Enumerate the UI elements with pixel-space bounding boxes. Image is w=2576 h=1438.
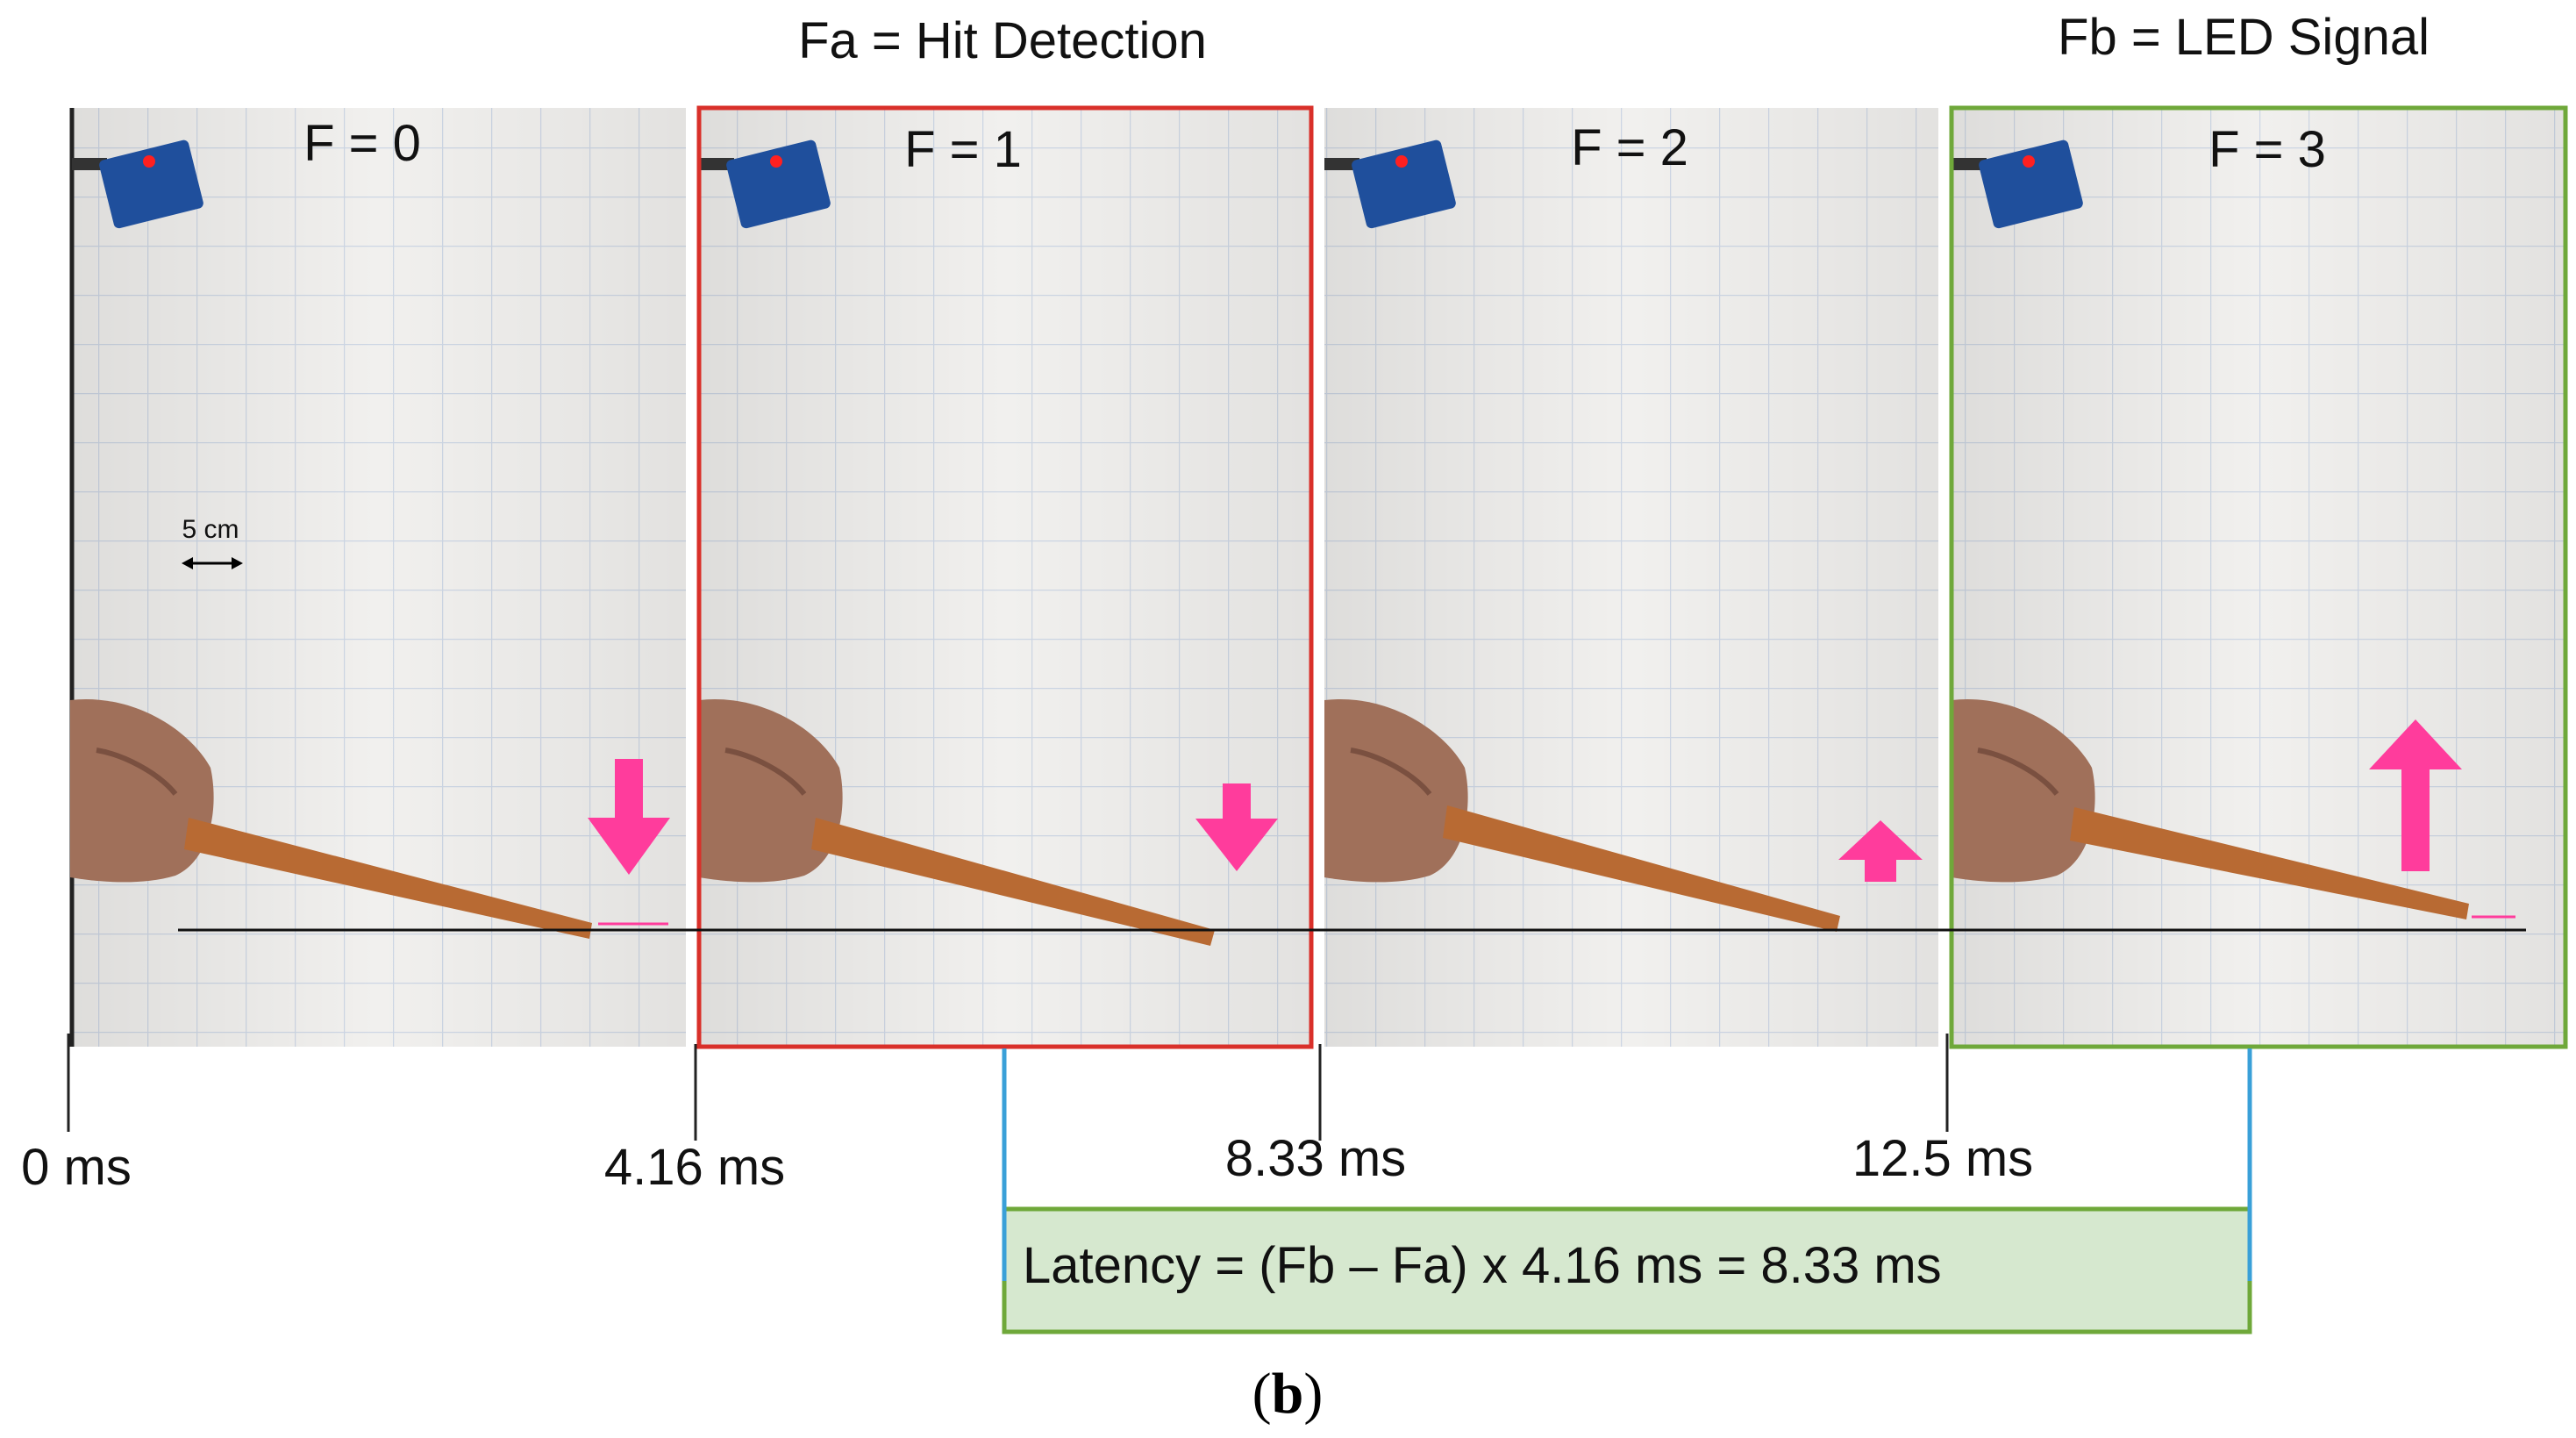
timeline-label: 0 ms — [21, 1139, 132, 1196]
arrow-down-icon — [588, 759, 670, 875]
timeline: 0 ms 4.16 ms 8.33 ms 12.5 ms — [21, 1034, 2033, 1196]
latency-box — [1002, 1206, 2252, 1334]
fb-led-signal-label: Fb = LED Signal — [2058, 9, 2430, 66]
drumstick-image — [1443, 805, 1840, 932]
frame-label-3: F = 3 — [2209, 121, 2326, 178]
arduino-board-icon — [1952, 140, 2083, 229]
caption-close: ) — [1303, 1362, 1323, 1426]
hand-image — [70, 698, 214, 883]
scale-label: 5 cm — [182, 515, 239, 544]
timeline-label: 12.5 ms — [1852, 1130, 2033, 1187]
timeline-label: 8.33 ms — [1225, 1130, 1406, 1187]
caption-letter: b — [1272, 1362, 1304, 1426]
frame-2 — [1324, 108, 1938, 1047]
hit-detection-highlight — [696, 105, 1314, 1049]
scale-indicator: 5 cm — [182, 515, 243, 569]
drumstick-image — [184, 818, 592, 939]
caption-open: ( — [1252, 1362, 1272, 1426]
frame-0: 5 cm — [69, 108, 686, 1047]
latency-annotation: Latency = (Fb – Fa) x 4.16 ms = 8.33 ms — [1002, 1048, 2252, 1334]
hand-image — [1324, 698, 1468, 883]
latency-formula: Latency = (Fb – Fa) x 4.16 ms = 8.33 ms — [1023, 1237, 1942, 1294]
timeline-label: 4.16 ms — [604, 1139, 785, 1196]
arduino-board-icon — [699, 140, 831, 229]
led-signal-highlight — [1949, 105, 2568, 1049]
figure-caption: (b) — [1252, 1362, 1324, 1426]
drumstick-image — [2070, 807, 2469, 919]
arduino-board-icon — [1324, 140, 1456, 229]
arrow-up-icon — [1838, 820, 1923, 882]
drumstick-image — [811, 818, 1215, 946]
fa-hit-detection-label: Fa = Hit Detection — [798, 12, 1207, 69]
frame-label-0: F = 0 — [303, 115, 421, 172]
arduino-board-icon — [72, 140, 203, 229]
arrow-down-icon — [1195, 783, 1278, 871]
arrow-up-icon — [2369, 719, 2462, 871]
frame-label-1: F = 1 — [904, 121, 1022, 178]
hand-image — [1952, 698, 2095, 883]
frame-label-2: F = 2 — [1571, 119, 1688, 176]
hand-image — [699, 698, 843, 883]
frame-1 — [696, 105, 1314, 1049]
frame-3 — [1949, 105, 2568, 1049]
